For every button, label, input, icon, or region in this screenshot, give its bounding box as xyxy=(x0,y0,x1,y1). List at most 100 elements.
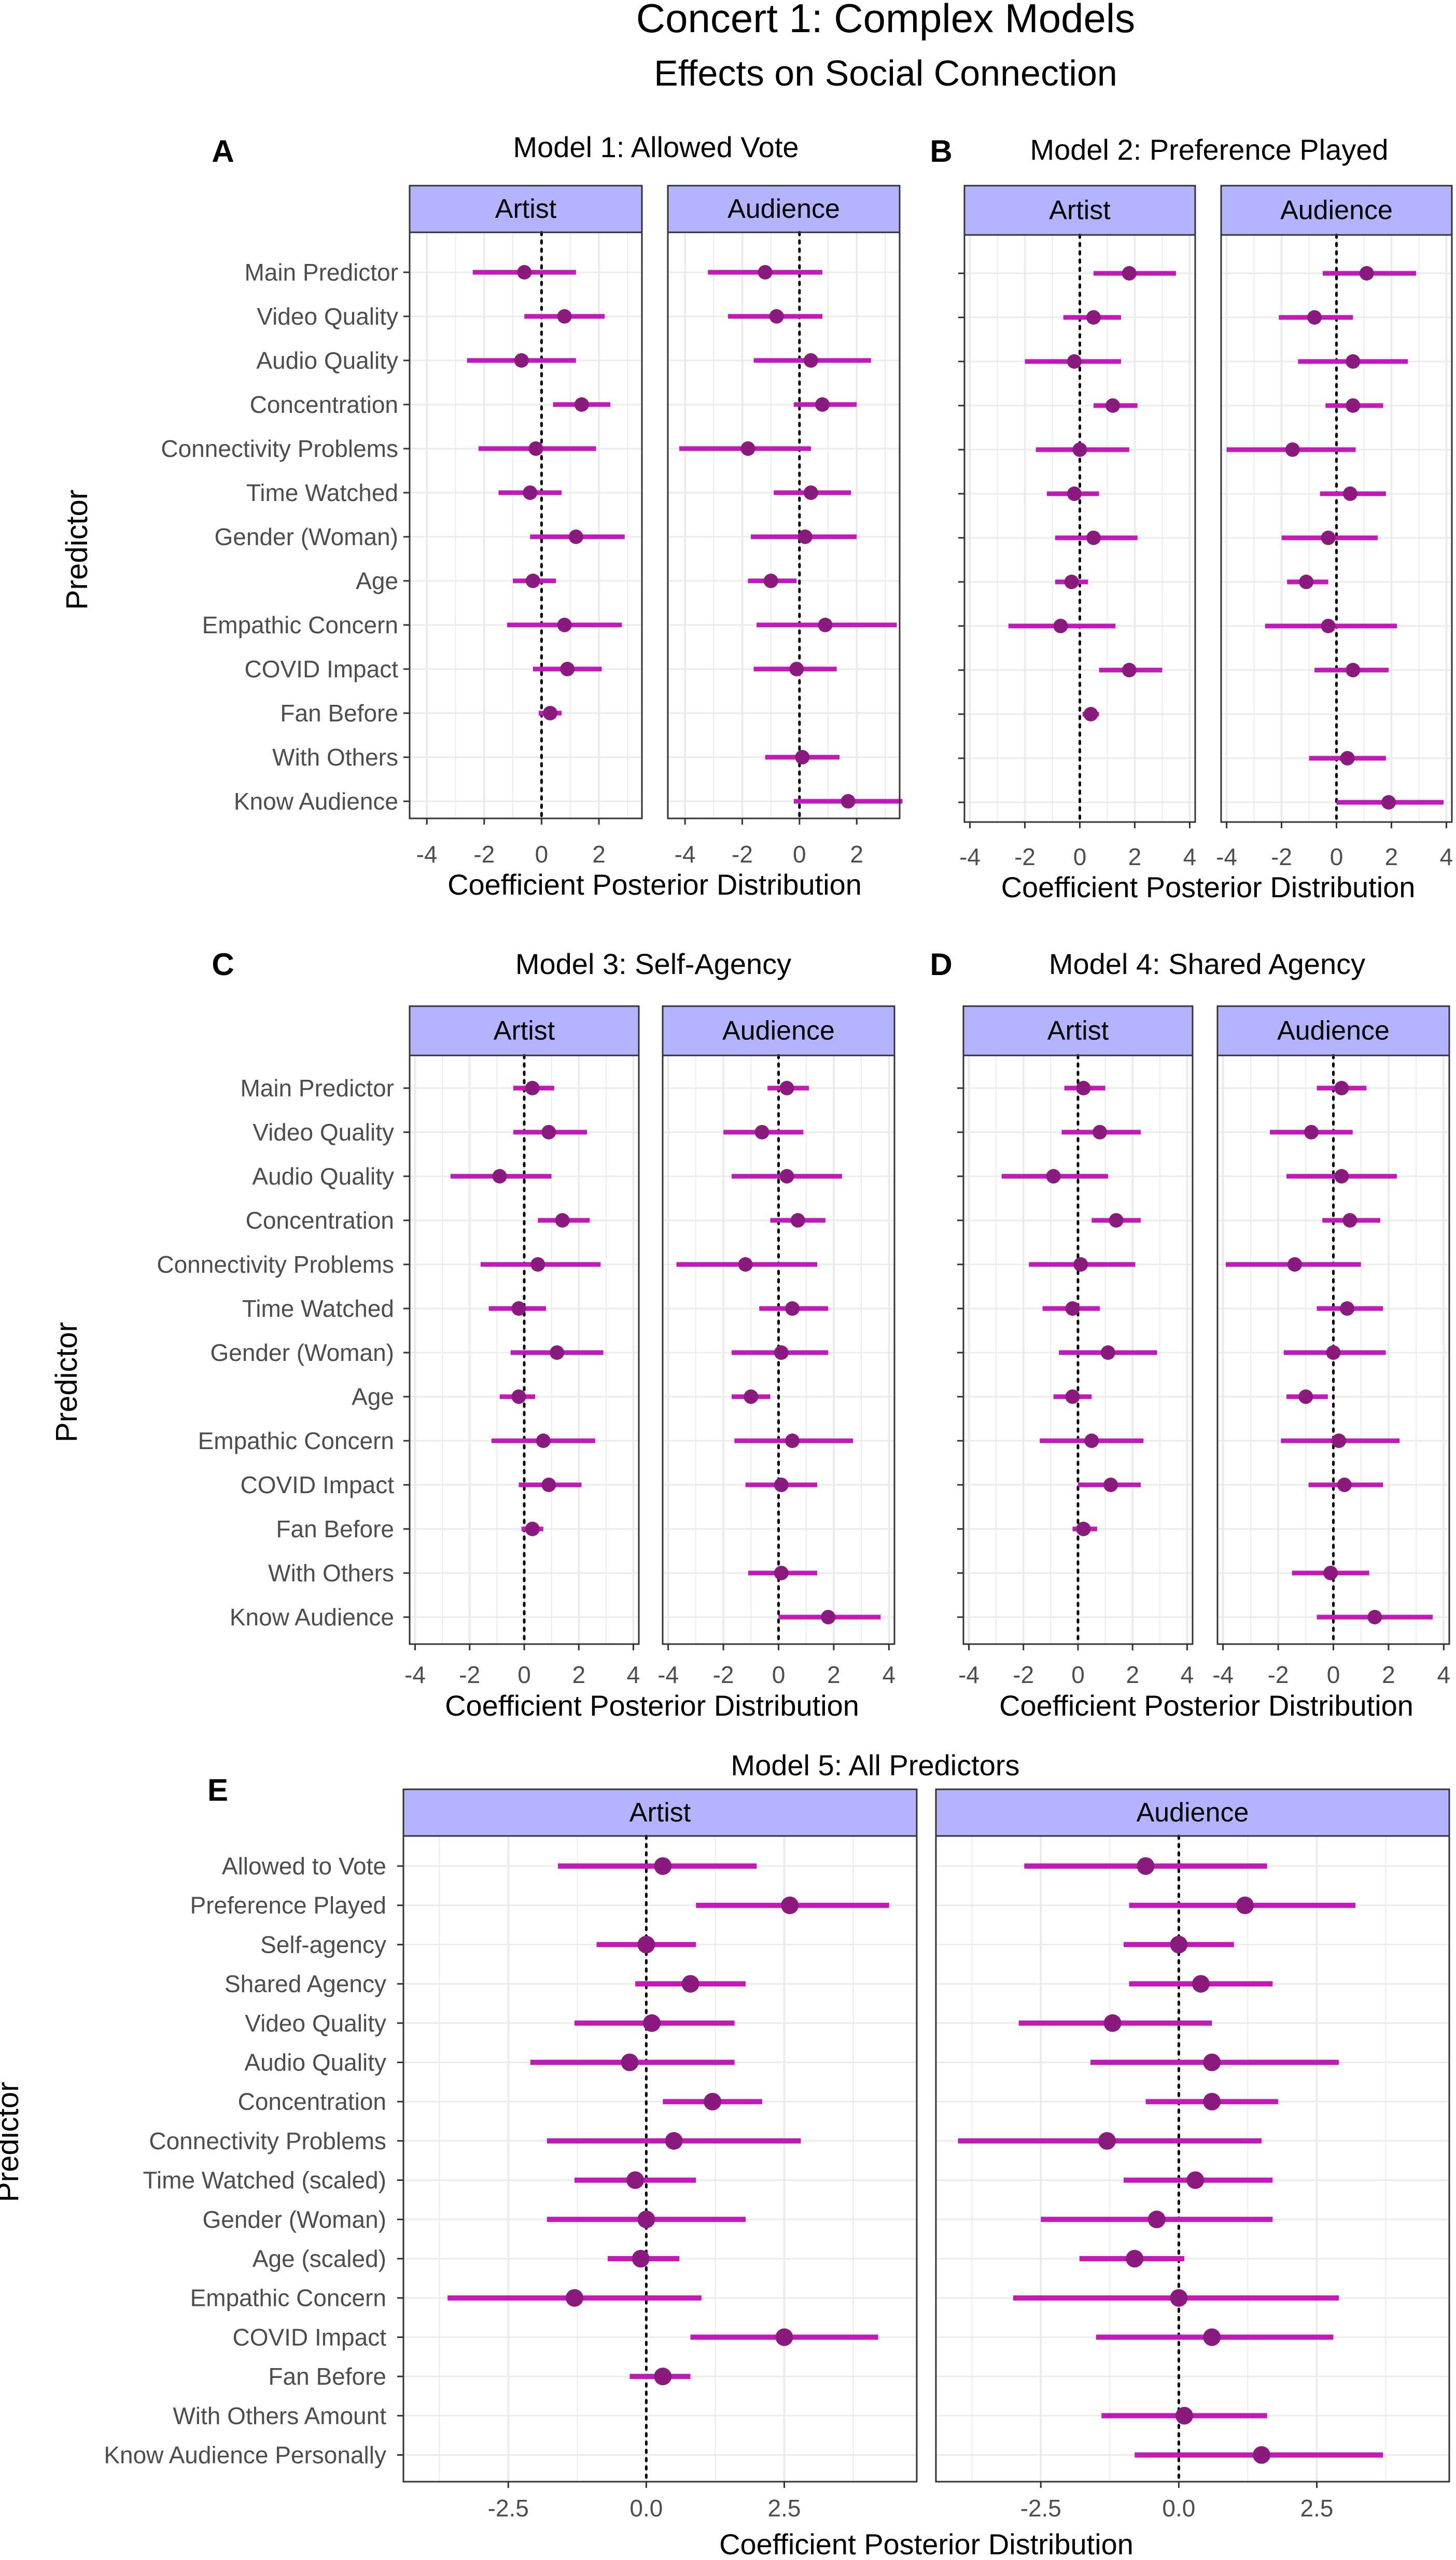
point-preference-played xyxy=(1236,1896,1254,1914)
point-covid-impact xyxy=(541,1478,556,1492)
point-empathic-concern xyxy=(1170,2289,1188,2307)
facet-strip xyxy=(935,1788,1450,1837)
point-know-audience xyxy=(821,1610,836,1624)
x-tick-label: 0.0 xyxy=(629,2495,663,2522)
point-know-audience-personally xyxy=(1253,2446,1271,2464)
point-covid-impact xyxy=(1103,1478,1118,1492)
y-tick-label: With Others xyxy=(272,744,398,771)
y-tick-label: Fan Before xyxy=(268,2363,386,2390)
point-with-others xyxy=(1340,751,1355,766)
point-connectivity-problems xyxy=(1285,442,1300,457)
y-tick-label: Main Predictor xyxy=(244,259,398,286)
x-tick-label: 4 xyxy=(1437,1661,1451,1688)
point-allowed-to-vote xyxy=(654,1857,672,1875)
point-fan-before xyxy=(525,1522,540,1536)
point-time-watched-scaled- xyxy=(1186,2171,1205,2189)
point-gender-woman- xyxy=(1326,1345,1341,1360)
facet-strip xyxy=(409,1005,640,1056)
x-tick-label: -2.5 xyxy=(1020,2495,1061,2522)
point-empathic-concern xyxy=(557,618,572,632)
y-tick-label: Audio Quality xyxy=(256,347,398,374)
y-tick-label: Time Watched xyxy=(242,1295,394,1322)
point-covid-impact xyxy=(560,662,575,676)
y-tick-label: Concentration xyxy=(246,1207,394,1234)
point-with-others-amount xyxy=(1175,2406,1194,2425)
point-self-agency xyxy=(1170,1936,1188,1954)
x-tick-label: 0 xyxy=(1071,1661,1085,1688)
x-tick-label: 2 xyxy=(1385,843,1398,870)
x-tick-label: -2 xyxy=(459,1661,480,1688)
x-tick-label: 0 xyxy=(772,1661,786,1688)
point-time-watched xyxy=(1340,1301,1355,1316)
point-audio-quality xyxy=(621,2053,639,2071)
y-tick-label: Empathic Concern xyxy=(202,611,398,638)
point-empathic-concern xyxy=(785,1434,800,1448)
x-tick-label: 0 xyxy=(1327,1661,1340,1688)
facet-frame xyxy=(402,1835,918,2483)
point-concentration xyxy=(1105,398,1121,413)
point-fan-before xyxy=(543,706,558,720)
y-tick-label: Concentration xyxy=(250,391,398,418)
x-tick-label: 0 xyxy=(793,841,806,868)
x-tick-label: -4 xyxy=(958,1661,979,1688)
x-axis-title: Coefficient Posterior Distribution xyxy=(445,1689,859,1722)
point-time-watched xyxy=(1342,486,1357,501)
point-main-predictor xyxy=(1076,1081,1091,1095)
point-age xyxy=(763,574,778,588)
point-video-quality xyxy=(1086,310,1101,325)
facet-artist: Artist -4 -2 0 2 4 xyxy=(959,185,1196,870)
y-tick-label: Time Watched (scaled) xyxy=(143,2167,386,2194)
point-connectivity-problems xyxy=(1073,1257,1088,1272)
y-tick-label: With Others xyxy=(268,1560,394,1587)
y-tick-label: Fan Before xyxy=(280,700,398,727)
point-age xyxy=(511,1389,526,1404)
point-fan-before xyxy=(1083,707,1098,721)
facet-strip-label: Artist xyxy=(1049,196,1111,226)
facet-strip-label: Audience xyxy=(1137,1798,1249,1828)
y-tick-label: Gender (Woman) xyxy=(202,2206,386,2233)
x-axis-title: Coefficient Posterior Distribution xyxy=(447,868,862,901)
point-age xyxy=(1065,1389,1080,1404)
y-tick-label: Age xyxy=(352,1383,394,1410)
y-tick-label: Connectivity Problems xyxy=(149,2127,386,2154)
facet-audience: Audience -4 -2 0 2 4 xyxy=(1212,1005,1451,1688)
point-connectivity-problems xyxy=(530,1257,545,1272)
x-tick-label: 2 xyxy=(1128,843,1142,870)
point-time-watched xyxy=(1065,1301,1080,1316)
x-tick-label: 2 xyxy=(592,841,606,868)
panel-e: E Model 5: All Predictors Artist -2.5 0.0 2.5… xyxy=(0,1749,1450,2560)
y-tick-label: With Others Amount xyxy=(173,2402,386,2429)
facet-strip xyxy=(963,185,1196,236)
point-audio-quality xyxy=(1346,354,1361,369)
point-main-predictor xyxy=(525,1081,540,1095)
y-tick-label: COVID Impact xyxy=(240,1471,394,1498)
x-tick-label: 2 xyxy=(572,1661,585,1688)
facet-strip xyxy=(962,1005,1194,1056)
facet-strip-label: Audience xyxy=(1277,1016,1390,1046)
facet-strip-label: Artist xyxy=(495,194,557,224)
x-tick-label: 2 xyxy=(850,841,863,868)
point-covid-impact xyxy=(775,2328,793,2346)
point-video-quality xyxy=(541,1125,556,1139)
facet-artist: Artist -4 -2 0 2 4 xyxy=(958,1005,1194,1688)
y-tick-label: Video Quality xyxy=(253,1119,394,1146)
x-tick-label: -2 xyxy=(732,841,753,868)
point-connectivity-problems xyxy=(1098,2132,1116,2150)
y-axis-title: Predictor xyxy=(0,2082,25,2202)
x-tick-label: -2 xyxy=(473,841,495,868)
point-video-quality xyxy=(769,309,784,324)
y-tick-label: Know Audience Personally xyxy=(104,2442,386,2469)
y-tick-label: Allowed to Vote xyxy=(222,1853,386,1880)
point-covid-impact xyxy=(789,662,804,676)
point-connectivity-problems xyxy=(1287,1257,1302,1272)
point-shared-agency xyxy=(681,1975,699,1993)
y-tick-label: Gender (Woman) xyxy=(210,1339,394,1366)
y-tick-label: Audio Quality xyxy=(244,2049,386,2076)
x-tick-label: -4 xyxy=(1212,1661,1234,1688)
point-with-others xyxy=(774,1566,789,1580)
point-video-quality xyxy=(557,309,572,324)
point-audio-quality xyxy=(1046,1169,1061,1184)
